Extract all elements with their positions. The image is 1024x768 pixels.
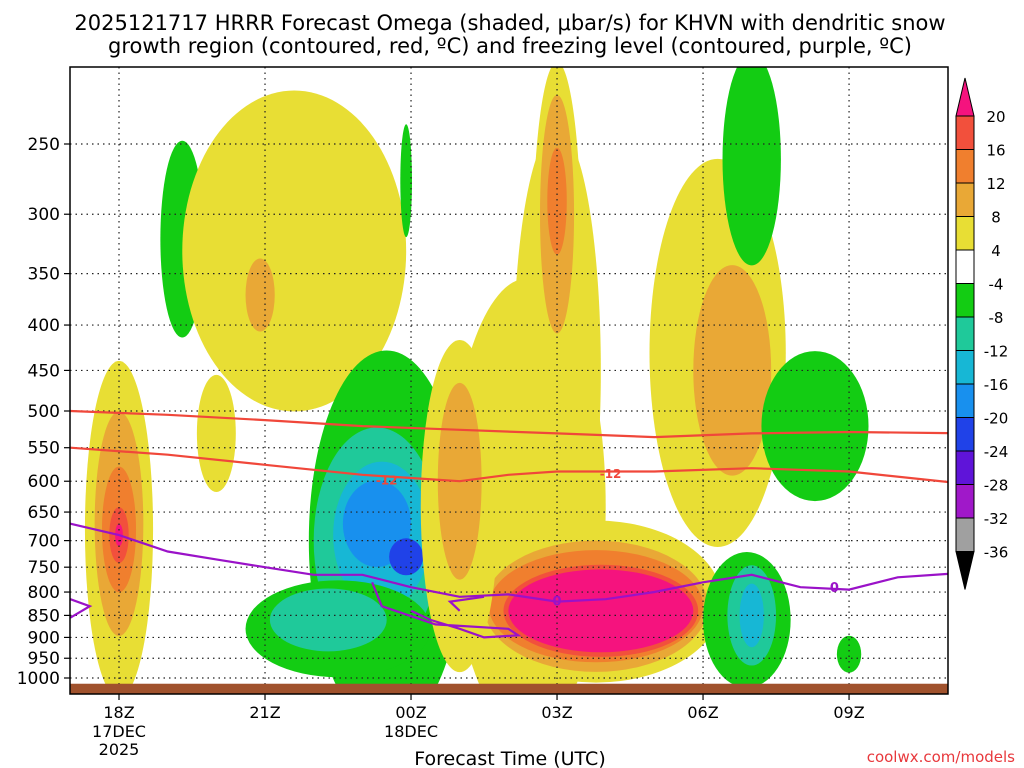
x-tick-label: 00Z [395,703,426,722]
omega-region [693,265,772,476]
chart-title-line-1: 2025121717 HRRR Forecast Omega (shaded, … [74,11,945,35]
y-tick-label: 750 [28,558,60,578]
freezing-level-contour [447,595,485,612]
colorbar-segment [955,417,975,452]
x-tick-label: 09Z [833,703,864,722]
omega-shading [84,67,869,694]
omega-region [761,351,869,502]
colorbar-tick-label: 8 [991,209,1001,227]
x-tick-label: 21Z [249,703,280,722]
y-tick-label: 650 [28,503,60,523]
y-tick-label: 600 [28,472,60,492]
colorbar-segment [955,249,975,284]
ground-surface [70,683,948,694]
colorbar-tick-label: -24 [984,443,1009,461]
colorbar-bottom-arrow [955,551,975,590]
colorbar-segment [955,149,975,184]
colorbar-segment [955,450,975,485]
freezing-contour-label: 0 [830,581,839,596]
freezing-contour-label: 0 [553,595,562,610]
colorbar-tick-label: -12 [984,343,1009,361]
y-tick-label: 900 [28,628,60,648]
colorbar-tick-label: -20 [984,410,1009,428]
x-tick-year: 2025 [99,740,140,759]
colorbar-segment [955,484,975,519]
colorbar-tick-label: 16 [986,142,1005,160]
colorbar-tick-label: -4 [989,276,1004,294]
chart-title-line-2: growth region (contoured, red, ºC) and f… [108,34,912,58]
omega-region [400,124,412,238]
y-tick-label: 250 [28,135,60,155]
x-tick-label: 06Z [687,703,718,722]
freezing-level-contour [70,598,93,619]
colorbar-segment [955,216,975,251]
contour-lines: -12 -12 0 0 [70,409,948,639]
colorbar-tick-label: 12 [986,175,1005,193]
colorbar-segment [955,517,975,552]
omega-region [739,583,764,648]
dgz-contour [70,446,948,484]
colorbar-tick-label: 20 [986,108,1005,126]
x-tick-label: 03Z [541,703,572,722]
omega-region [389,538,424,576]
colorbar-tick-label: -8 [989,309,1004,327]
y-tick-label: 450 [28,361,60,381]
x-axis-label: Forecast Time (UTC) [414,748,605,768]
omega-region [836,635,862,673]
x-tick-date: 17DEC [92,722,146,741]
y-tick-label: 300 [28,205,60,225]
plot-frame [69,66,949,695]
omega-region [196,374,236,493]
y-tick-label: 350 [28,265,60,285]
freezing-level-contour [70,522,948,603]
freezing-level-contour [371,581,522,639]
plot-area: -12 -12 0 0 [70,67,948,694]
y-tick-label: 400 [28,316,60,336]
colorbar-tick-label: -16 [984,376,1009,394]
omega-region [547,147,567,255]
y-tick-label: 800 [28,583,60,603]
y-tick-label: 700 [28,532,60,552]
omega-region [245,258,275,332]
grid-lines [70,67,948,694]
dgz-contour-label: -12 [376,473,398,487]
colorbar: 20 16 12 8 4 -4 -8 -12 -16 -20 -24 -28 -32 -36 [955,77,1009,590]
colorbar-top-arrow [955,77,975,117]
watermark: coolwx.com/models [867,748,1015,766]
y-tick-label: 850 [28,606,60,626]
dgz-contour-label: -12 [600,467,622,481]
colorbar-segment [955,383,975,418]
y-tick-label: 550 [28,439,60,459]
colorbar-segment [955,115,975,150]
y-tick-label: 500 [28,402,60,422]
colorbar-segment [955,182,975,217]
colorbar-segment [955,316,975,351]
colorbar-tick-label: -28 [984,477,1009,495]
dgz-contour [70,409,948,439]
colorbar-tick-label: 4 [991,242,1001,260]
y-axis: 2503003504004505005506006507007508008509… [17,135,70,689]
x-tick-label: 18Z [103,703,134,722]
y-tick-label: 1000 [17,669,60,689]
colorbar-tick-label: -36 [984,544,1009,562]
colorbar-segment [955,350,975,385]
x-tick-date: 18DEC [384,722,438,741]
omega-region [722,67,781,266]
omega-region [182,90,407,412]
y-tick-label: 950 [28,649,60,669]
colorbar-segment [955,283,975,318]
colorbar-tick-label: -32 [984,510,1009,528]
omega-region [508,569,694,653]
omega-region [269,588,387,652]
